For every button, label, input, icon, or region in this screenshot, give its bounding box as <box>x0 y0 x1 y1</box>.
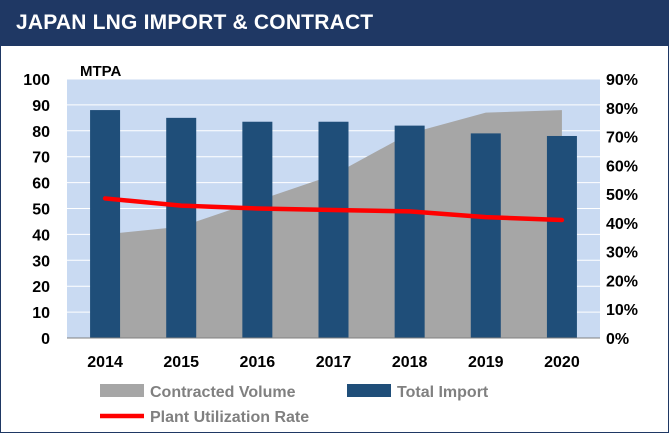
chart-title: JAPAN LNG IMPORT & CONTRACT <box>16 11 374 34</box>
y-left-tick-label: 90 <box>32 98 50 115</box>
y-left-tick-label: 30 <box>32 253 50 270</box>
legend-swatch-total-import <box>347 384 391 397</box>
y-left-tick-label: 10 <box>32 305 50 322</box>
x-tick-label: 2015 <box>163 354 199 371</box>
y-right-tick-label: 20% <box>606 273 638 290</box>
bar-total-import <box>242 121 273 338</box>
y-right-tick-label: 0% <box>606 331 629 348</box>
y-left-tick-label: 80 <box>32 124 50 141</box>
unit-label: MTPA <box>80 63 122 80</box>
x-tick-label: 2017 <box>316 354 352 371</box>
bar-total-import <box>318 121 349 338</box>
bar-total-import <box>546 135 577 338</box>
x-tick-label: 2020 <box>544 354 580 371</box>
legend-label-plant-utilization-rate: Plant Utilization Rate <box>150 409 309 426</box>
y-left-tick-label: 50 <box>32 202 50 219</box>
y-right-tick-label: 70% <box>606 130 638 147</box>
bar-total-import <box>166 117 197 338</box>
legend-label-total-import: Total Import <box>397 384 489 401</box>
y-left-tick-label: 70 <box>32 150 50 167</box>
y-right-tick-label: 30% <box>606 245 638 262</box>
x-tick-label: 2019 <box>468 354 504 371</box>
y-right-tick-label: 50% <box>606 187 638 204</box>
legend-label-contracted-volume: Contracted Volume <box>150 384 296 401</box>
y-right-tick-label: 80% <box>606 101 638 118</box>
y-left-tick-label: 100 <box>23 72 50 89</box>
x-tick-label: 2018 <box>392 354 428 371</box>
x-tick-label: 2016 <box>240 354 276 371</box>
bar-total-import <box>90 110 121 338</box>
legend: Contracted Volume Total Import Plant Utili… <box>100 384 489 426</box>
y-left-tick-label: 60 <box>32 176 50 193</box>
y-right-tick-label: 40% <box>606 216 638 233</box>
bar-total-import <box>394 125 425 339</box>
title-bar: JAPAN LNG IMPORT & CONTRACT <box>1 1 668 46</box>
y-right-tick-label: 90% <box>606 72 638 89</box>
y-right-tick-label: 10% <box>606 302 638 319</box>
y-left-tick-label: 20 <box>32 279 50 296</box>
y-left-tick-label: 0 <box>41 331 50 348</box>
x-tick-label: 2014 <box>87 354 123 371</box>
line-plant-utilization-rate <box>102 196 565 223</box>
legend-swatch-contracted-volume <box>100 384 144 397</box>
y-right-tick-label: 60% <box>606 158 638 175</box>
bar-total-import <box>470 133 501 338</box>
axes: 0 10 20 30 40 50 60 70 80 90 100 0% 10% 20% 30% 40% 50% 6… <box>23 63 638 371</box>
plot-area <box>67 78 600 339</box>
y-left-tick-label: 40 <box>32 227 50 244</box>
